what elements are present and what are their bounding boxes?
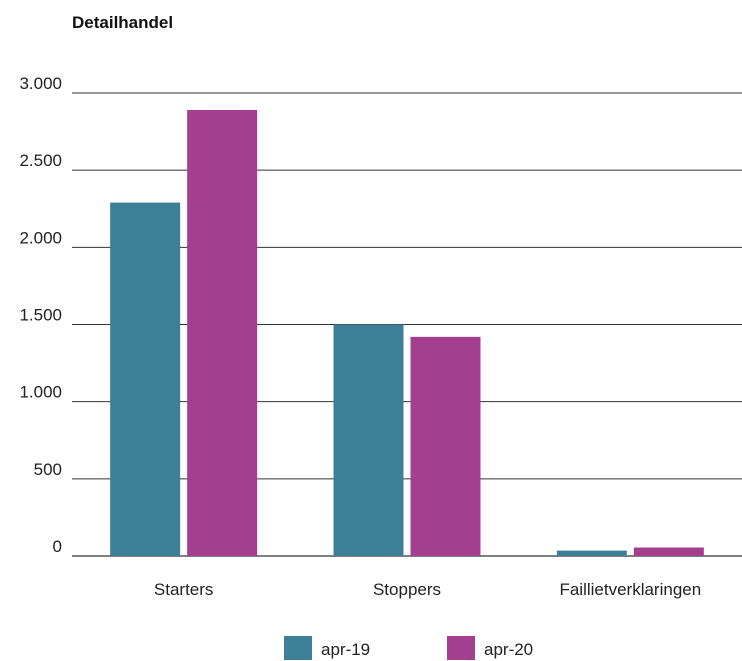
y-tick-label: 1.500 (19, 306, 62, 325)
legend-label: apr-20 (484, 640, 533, 659)
y-tick-label: 2.000 (19, 228, 62, 247)
bar-apr-19-stoppers (333, 324, 404, 556)
bars (110, 109, 704, 556)
y-tick-label: 3.000 (19, 74, 62, 93)
legend: apr-19 apr-20 (284, 636, 533, 660)
gridlines (72, 92, 742, 557)
y-tick-label: 2.500 (19, 151, 62, 170)
x-category-label: Faillietverklaringen (559, 580, 701, 599)
bar-apr-20-faillietverklaringen (633, 547, 704, 556)
y-tick-label: 1.000 (19, 383, 62, 402)
legend-swatch (284, 636, 312, 660)
x-axis-category-labels: Starters Stoppers Faillietverklaringen (154, 580, 701, 599)
y-tick-label: 500 (34, 460, 62, 479)
y-axis-tick-labels: 0 500 1.000 1.500 2.000 2.500 3.000 (19, 74, 62, 556)
legend-swatch (447, 636, 475, 660)
bar-apr-19-faillietverklaringen (556, 550, 627, 556)
y-tick-label: 0 (53, 537, 62, 556)
legend-label: apr-19 (321, 640, 370, 659)
x-category-label: Starters (154, 580, 214, 599)
chart-title: Detailhandel (72, 13, 173, 32)
bar-apr-20-stoppers (410, 336, 481, 556)
bar-apr-20-starters (187, 109, 258, 556)
bar-apr-19-starters (110, 202, 181, 556)
x-category-label: Stoppers (373, 580, 441, 599)
